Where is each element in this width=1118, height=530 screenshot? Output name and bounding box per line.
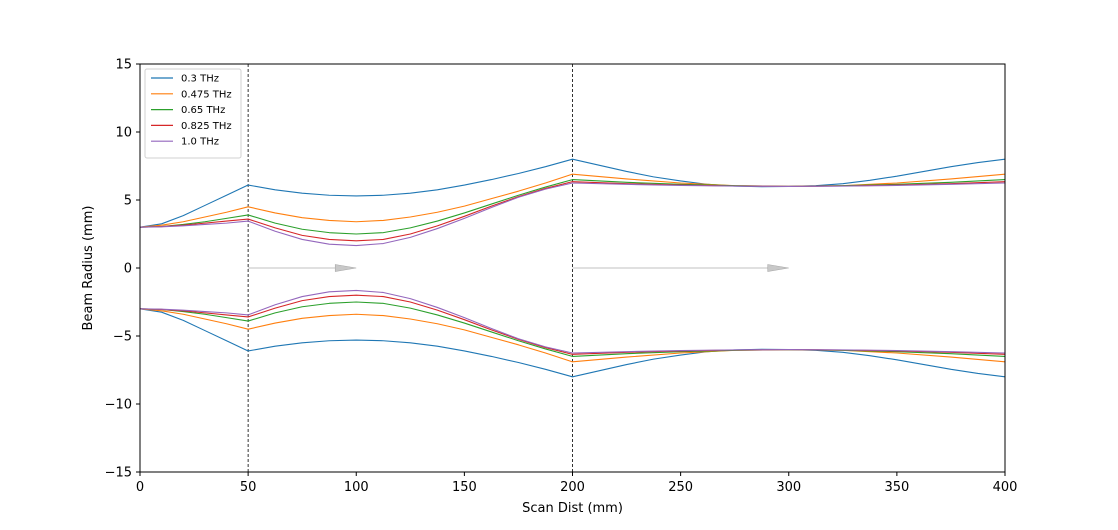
x-tick-label: 250 <box>668 480 693 495</box>
y-tick-label: 5 <box>124 194 132 209</box>
series-line-upper <box>139 182 1006 247</box>
x-axis-label: Scan Dist (mm) <box>522 501 623 516</box>
y-tick-label: 0 <box>124 262 132 277</box>
series-line-lower <box>139 308 1006 378</box>
direction-arrows <box>248 264 789 272</box>
y-tick-label: 10 <box>115 126 132 141</box>
legend-entry-label: 0.65 THz <box>181 105 225 116</box>
x-tick-label: 350 <box>884 480 909 495</box>
y-tick-label: 15 <box>115 58 132 73</box>
legend-entry-label: 0.825 THz <box>181 121 232 132</box>
x-tick-label: 150 <box>452 480 477 495</box>
x-tick-label: 50 <box>240 480 257 495</box>
arrow-head <box>767 264 789 272</box>
x-tick-label: 0 <box>136 480 144 495</box>
y-tick-label: −15 <box>105 466 132 481</box>
x-tick-label: 200 <box>560 480 585 495</box>
series-line-upper <box>139 158 1006 228</box>
x-tick-label: 300 <box>776 480 801 495</box>
arrow-head <box>334 264 357 272</box>
series-lines <box>139 158 1006 378</box>
legend-box <box>144 68 242 159</box>
series-line-lower <box>139 289 1006 354</box>
y-tick-label: −5 <box>113 330 132 345</box>
y-tick-label: −10 <box>105 398 132 413</box>
x-tick-label: 100 <box>344 480 369 495</box>
legend: 0.3 THz 0.475 THz 0.65 THz 0.825 THz 1.0 THz <box>144 68 242 159</box>
legend-entry-label: 1.0 THz <box>181 137 219 148</box>
vertical-markers <box>247 64 573 472</box>
y-axis-ticks: −15 −10 −5 0 5 10 15 <box>105 58 140 481</box>
x-axis-ticks: 0 50 100 150 200 250 300 350 400 <box>136 472 1018 495</box>
legend-entry-label: 0.3 THz <box>181 74 219 85</box>
y-axis-label: Beam Radius (mm) <box>81 206 96 331</box>
x-tick-label: 400 <box>993 480 1018 495</box>
legend-entry-label: 0.475 THz <box>181 89 232 100</box>
